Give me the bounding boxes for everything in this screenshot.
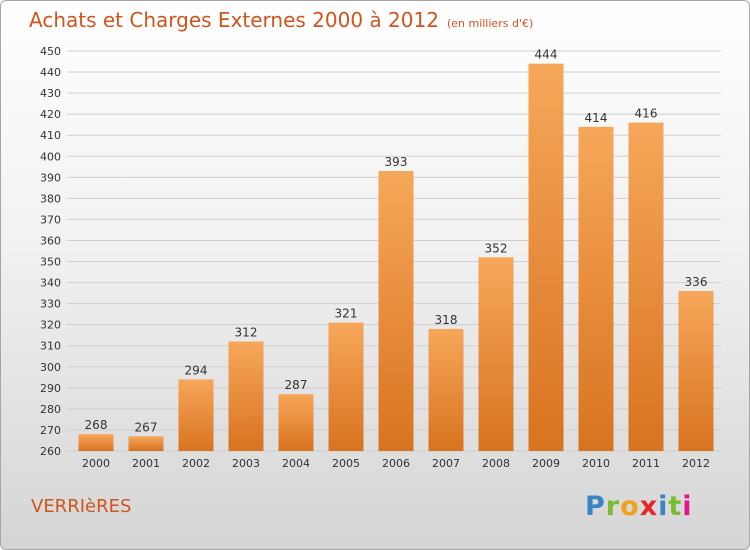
x-tick-label: 2008: [482, 457, 510, 470]
y-tick-label: 430: [40, 87, 61, 100]
y-tick-label: 320: [40, 319, 61, 332]
bar: [678, 291, 714, 451]
y-tick-label: 300: [40, 361, 61, 374]
chart-title: Achats et Charges Externes 2000 à 2012 (e…: [29, 8, 533, 32]
value-label: 287: [285, 378, 308, 392]
x-tick-label: 2002: [182, 457, 210, 470]
chart-title-text: Achats et Charges Externes 2000 à 2012: [29, 8, 439, 32]
x-tick-label: 2010: [582, 457, 610, 470]
y-tick-label: 380: [40, 192, 61, 205]
bar: [328, 322, 364, 451]
y-axis-ticks: 260 270 280 290 300 310 320 330 340 350 360 370 380 3…: [40, 45, 61, 458]
y-tick-label: 290: [40, 382, 61, 395]
x-tick-label: 2004: [282, 457, 310, 470]
x-tick-label: 2012: [682, 457, 710, 470]
bar: [278, 394, 314, 451]
value-label: 268: [85, 418, 108, 432]
value-label: 336: [685, 275, 708, 289]
y-tick-label: 340: [40, 277, 61, 290]
bars: [78, 63, 714, 451]
bar: [628, 122, 664, 451]
y-tick-label: 410: [40, 129, 61, 142]
x-axis-ticks: 2000 2001 2002 2003 2004 2005 2006 2007 2008 2009…: [82, 457, 710, 470]
logo-letter: P: [585, 491, 606, 522]
value-label: 321: [335, 307, 358, 321]
logo-letter: r: [605, 491, 621, 522]
bar: [528, 63, 564, 451]
y-tick-label: 440: [40, 66, 61, 79]
x-tick-label: 2006: [382, 457, 410, 470]
x-tick-label: 2009: [532, 457, 560, 470]
y-tick-label: 260: [40, 445, 61, 458]
value-labels: 268 267 294 312 287 321 393 318 352 444 414 416 336: [85, 48, 708, 435]
chart-subtitle: (en milliers d'€): [446, 17, 534, 30]
logo-letter: i: [682, 491, 693, 522]
bar: [78, 434, 114, 451]
y-tick-label: 280: [40, 403, 61, 416]
y-tick-label: 390: [40, 171, 61, 184]
bar: [128, 436, 164, 451]
y-tick-label: 310: [40, 340, 61, 353]
logo-letter: i: [658, 491, 669, 522]
value-label: 312: [235, 326, 258, 340]
x-tick-label: 2000: [82, 457, 110, 470]
y-tick-label: 450: [40, 45, 61, 58]
y-tick-label: 330: [40, 298, 61, 311]
value-label: 352: [485, 241, 508, 255]
logo-letter: o: [620, 491, 640, 522]
logo-letter: x: [639, 491, 659, 522]
value-label: 267: [135, 420, 158, 434]
value-label: 393: [385, 155, 408, 169]
x-tick-label: 2011: [632, 457, 660, 470]
value-label: 318: [435, 313, 458, 327]
x-tick-label: 2001: [132, 457, 160, 470]
bar: [228, 341, 264, 451]
bar: [178, 379, 214, 451]
y-tick-label: 350: [40, 256, 61, 269]
value-label: 444: [535, 48, 558, 62]
x-tick-label: 2005: [332, 457, 360, 470]
bar: [478, 257, 514, 451]
y-tick-label: 370: [40, 213, 61, 226]
bar: [378, 171, 414, 451]
commune-name: VERRIèRES: [31, 496, 132, 517]
x-tick-label: 2007: [432, 457, 460, 470]
bar: [578, 126, 614, 451]
proxiti-logo: Proxiti: [585, 491, 693, 522]
value-label: 294: [185, 363, 208, 377]
value-label: 414: [585, 111, 608, 125]
x-tick-label: 2003: [232, 457, 260, 470]
y-tick-label: 270: [40, 424, 61, 437]
value-label: 416: [635, 107, 658, 121]
bar: [428, 328, 464, 451]
y-tick-label: 400: [40, 150, 61, 163]
y-tick-label: 420: [40, 108, 61, 121]
logo-letter: t: [668, 491, 683, 522]
y-tick-label: 360: [40, 234, 61, 247]
